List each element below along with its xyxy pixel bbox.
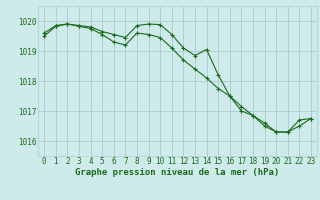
- X-axis label: Graphe pression niveau de la mer (hPa): Graphe pression niveau de la mer (hPa): [76, 168, 280, 177]
